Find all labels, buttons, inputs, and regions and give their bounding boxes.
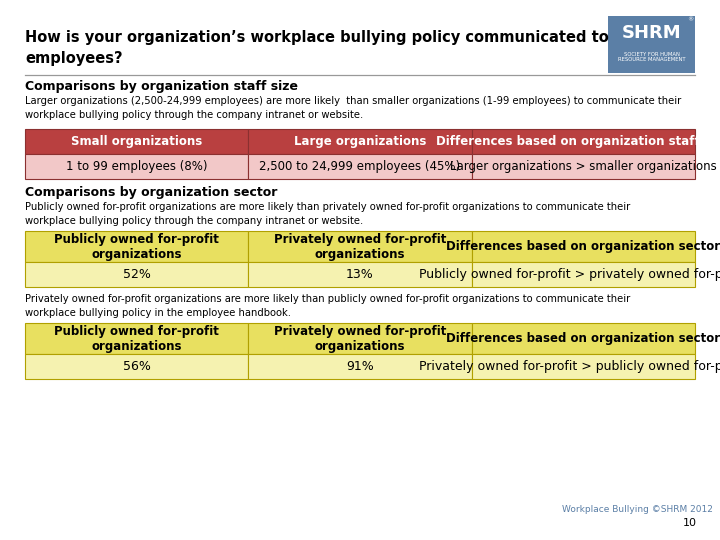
Text: SHRM: SHRM bbox=[622, 24, 681, 42]
Text: SOCIETY FOR HUMAN
RESOURCE MANAGEMENT: SOCIETY FOR HUMAN RESOURCE MANAGEMENT bbox=[618, 52, 685, 63]
Text: Differences based on organization staff size: Differences based on organization staff … bbox=[436, 135, 720, 148]
Bar bbox=[472, 354, 695, 379]
Text: 1 to 99 employees (8%): 1 to 99 employees (8%) bbox=[66, 160, 207, 173]
Text: Larger organizations > smaller organizations: Larger organizations > smaller organizat… bbox=[450, 160, 716, 173]
Text: Comparisons by organization staff size: Comparisons by organization staff size bbox=[25, 80, 298, 93]
Bar bbox=[248, 129, 472, 154]
Text: Differences based on organization sector: Differences based on organization sector bbox=[446, 332, 720, 345]
Text: Small organizations: Small organizations bbox=[71, 135, 202, 148]
Text: How is your organization’s workplace bullying policy communicated to: How is your organization’s workplace bul… bbox=[25, 30, 609, 45]
Bar bbox=[472, 129, 695, 154]
Bar bbox=[472, 323, 695, 354]
Bar bbox=[25, 354, 248, 379]
Text: Large organizations: Large organizations bbox=[294, 135, 426, 148]
Bar bbox=[25, 129, 248, 154]
Bar bbox=[248, 323, 472, 354]
Bar bbox=[608, 16, 695, 73]
Bar bbox=[248, 154, 472, 179]
Bar bbox=[248, 354, 472, 379]
Text: Privately owned for-profit > publicly owned for-profit: Privately owned for-profit > publicly ow… bbox=[419, 360, 720, 373]
Text: Comparisons by organization sector: Comparisons by organization sector bbox=[25, 186, 278, 199]
Text: 56%: 56% bbox=[123, 360, 150, 373]
Text: Privately owned for-profit
organizations: Privately owned for-profit organizations bbox=[274, 233, 446, 261]
Bar bbox=[248, 231, 472, 262]
Bar bbox=[25, 262, 248, 287]
Text: Publicly owned for-profit organizations are more likely than privately owned for: Publicly owned for-profit organizations … bbox=[25, 202, 631, 226]
Bar bbox=[472, 231, 695, 262]
Text: Publicly owned for-profit
organizations: Publicly owned for-profit organizations bbox=[55, 233, 219, 261]
Text: ®: ® bbox=[688, 18, 693, 23]
Text: 13%: 13% bbox=[346, 268, 374, 281]
Text: employees?: employees? bbox=[25, 51, 123, 66]
Text: Larger organizations (2,500-24,999 employees) are more likely  than smaller orga: Larger organizations (2,500-24,999 emplo… bbox=[25, 96, 681, 120]
Text: Publicly owned for-profit > privately owned for-profit: Publicly owned for-profit > privately ow… bbox=[419, 268, 720, 281]
Bar bbox=[472, 154, 695, 179]
Bar bbox=[472, 262, 695, 287]
Text: Privately owned for-profit
organizations: Privately owned for-profit organizations bbox=[274, 325, 446, 353]
Text: Workplace Bullying ©SHRM 2012: Workplace Bullying ©SHRM 2012 bbox=[562, 505, 713, 514]
Text: Privately owned for-profit organizations are more likely than publicly owned for: Privately owned for-profit organizations… bbox=[25, 294, 631, 318]
Text: Differences based on organization sector: Differences based on organization sector bbox=[446, 240, 720, 253]
Bar bbox=[25, 154, 248, 179]
Text: 2,500 to 24,999 employees (45%): 2,500 to 24,999 employees (45%) bbox=[259, 160, 461, 173]
Text: 10: 10 bbox=[683, 518, 697, 528]
Bar bbox=[248, 262, 472, 287]
Text: 52%: 52% bbox=[123, 268, 150, 281]
Text: 91%: 91% bbox=[346, 360, 374, 373]
Text: Publicly owned for-profit
organizations: Publicly owned for-profit organizations bbox=[55, 325, 219, 353]
Bar bbox=[25, 231, 248, 262]
Bar bbox=[25, 323, 248, 354]
